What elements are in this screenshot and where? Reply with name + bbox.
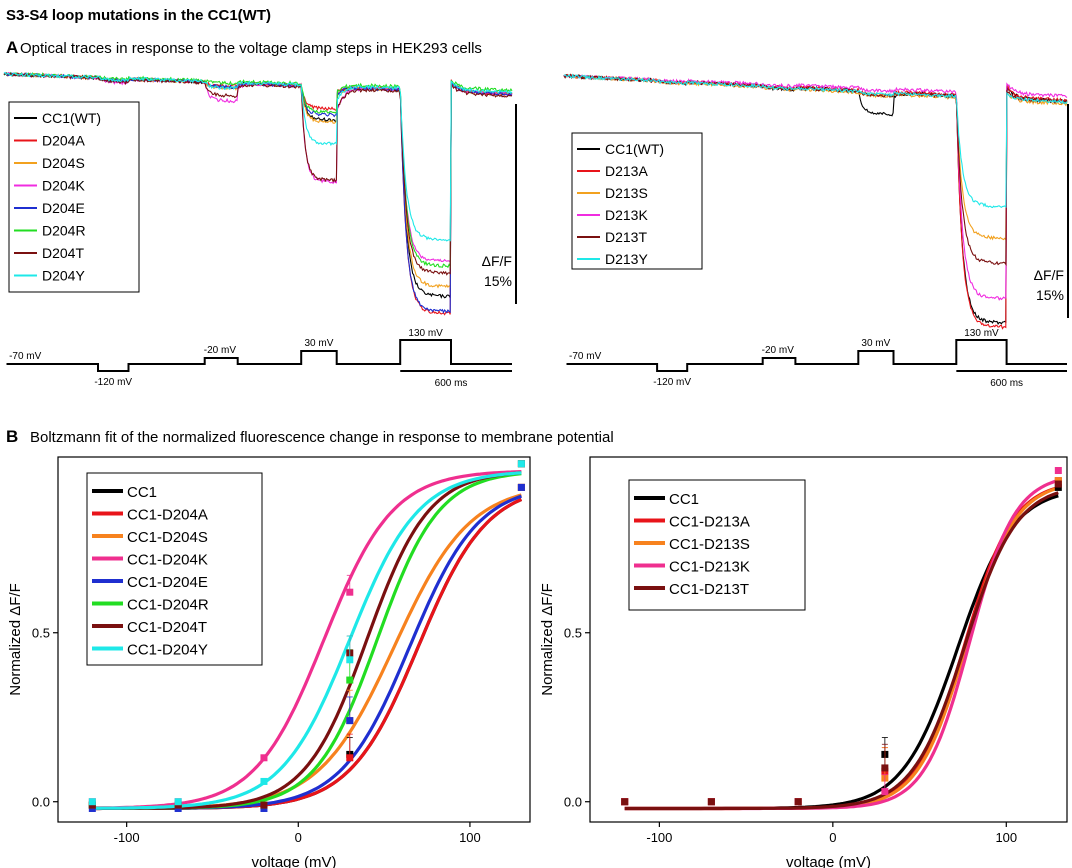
right-legend-label: CC1-D213A — [669, 514, 750, 531]
right-legend-label: CC1-D213T — [669, 581, 749, 598]
left-data-point — [517, 483, 525, 491]
right-x-tick-label: 100 — [995, 830, 1017, 845]
right-x-tick-label: -100 — [646, 830, 672, 845]
right-y-axis-label: Normalized ΔF/F — [539, 583, 556, 696]
left-x-tick-label: 0 — [295, 830, 302, 845]
panel-b-letter: B — [6, 427, 18, 446]
left-legend-label: D204K — [42, 178, 85, 194]
right-data-point — [707, 798, 715, 806]
panel-a-caption: Optical traces in response to the voltag… — [20, 40, 482, 57]
optical-traces-right: CC1(WT) D213A D213S D213K D213T D213Y ΔF/F 15% -… — [563, 73, 1069, 389]
left-x-tick-label: 100 — [459, 830, 481, 845]
left-legend-box — [86, 472, 263, 666]
left-data-point — [346, 717, 354, 725]
left-legend-label: CC1 — [127, 484, 157, 501]
right-y-tick-label: 0.0 — [564, 795, 582, 810]
right-data-point — [1054, 467, 1062, 475]
right-trace-d213y — [563, 73, 1068, 209]
right-legend-label: D213K — [605, 207, 648, 223]
left-legend-label: D204Y — [42, 268, 85, 284]
left-x-tick-label: -100 — [114, 830, 140, 845]
right-data-point — [881, 788, 889, 796]
right-plot-frame — [589, 456, 1068, 823]
left-legend-label: CC1-D204R — [127, 597, 209, 614]
right-scale-label-top: ΔF/F — [1034, 267, 1064, 283]
left-y-tick-label: 0.5 — [32, 626, 50, 641]
right-protocol-label: -70 mV — [569, 351, 602, 362]
right-protocol-label: -120 mV — [653, 377, 691, 388]
left-legend-label: D204S — [42, 155, 85, 171]
left-legend-label: CC1(WT) — [42, 110, 101, 126]
right-legend-label: CC1-D213S — [669, 536, 750, 553]
right-data-point — [881, 764, 889, 772]
right-voltage-protocol — [566, 339, 1067, 372]
left-protocol-label: 130 mV — [408, 328, 443, 339]
left-protocol-label: -70 mV — [9, 351, 42, 362]
right-x-axis-label: voltage (mV) — [786, 854, 871, 868]
right-y-tick-label: 0.5 — [564, 626, 582, 641]
left-fit-curve-cc1-d204y — [92, 471, 522, 810]
right-data-point — [1054, 480, 1062, 488]
left-scale-label-bottom: 15% — [484, 273, 512, 289]
figure-title: S3-S4 loop mutations in the CC1(WT) — [6, 7, 271, 24]
right-protocol-label: 130 mV — [964, 328, 999, 339]
left-legend-label: D204E — [42, 200, 85, 216]
right-time-scale-label: 600 ms — [990, 378, 1023, 389]
right-legend-label: CC1(WT) — [605, 141, 664, 157]
left-protocol-label: -120 mV — [94, 377, 132, 388]
left-voltage-protocol — [6, 339, 512, 372]
left-data-point — [517, 460, 525, 468]
left-x-axis-label: voltage (mV) — [251, 854, 336, 868]
boltzmann-chart-right: -100 0 100 0.0 0.5 voltage (mV) Normalized ΔF/… — [539, 456, 1068, 868]
left-data-point — [260, 801, 268, 809]
right-data-point — [794, 798, 802, 806]
left-legend-label: D204A — [42, 133, 85, 149]
right-protocol-label: 30 mV — [861, 338, 890, 349]
left-legend-label: CC1-D204S — [127, 529, 208, 546]
right-legend-label: CC1 — [669, 491, 699, 508]
right-legend-label: D213S — [605, 185, 648, 201]
right-legend-label: D213T — [605, 229, 647, 245]
left-data-point — [346, 676, 354, 684]
right-protocol-label: -20 mV — [762, 345, 795, 356]
right-legend-label: D213Y — [605, 251, 648, 267]
left-data-point — [346, 588, 354, 596]
left-protocol-label: 30 mV — [305, 338, 334, 349]
left-legend-label: CC1-D204K — [127, 552, 208, 569]
boltzmann-chart-left: -100 0 100 0.0 0.5 voltage (mV) Normalized ΔF/… — [7, 456, 531, 868]
left-data-point — [174, 798, 182, 806]
left-data-point — [260, 754, 268, 762]
left-legend-label: D204R — [42, 223, 86, 239]
left-protocol-label: -20 mV — [204, 345, 237, 356]
left-time-scale-label: 600 ms — [435, 378, 468, 389]
optical-traces-left: CC1(WT) D204A D204S D204K D204E D204R D204T D20… — [3, 71, 517, 389]
right-legend-box — [571, 132, 703, 270]
left-fit-curve-cc1-d204k — [92, 470, 522, 810]
right-data-point — [621, 798, 629, 806]
left-data-point — [346, 754, 354, 762]
panel-a-letter: A — [6, 38, 18, 57]
left-data-point — [346, 656, 354, 664]
right-scale-label-bottom: 15% — [1036, 287, 1064, 303]
left-legend-label: D204T — [42, 245, 84, 261]
left-legend-label: CC1-D204A — [127, 507, 208, 524]
left-legend-box — [8, 101, 140, 293]
right-fit-curve-cc1-d213t — [624, 491, 1059, 811]
right-legend-label: D213A — [605, 163, 648, 179]
left-legend-label: CC1-D204T — [127, 619, 207, 636]
left-scale-label-top: ΔF/F — [482, 253, 512, 269]
left-y-axis-label: Normalized ΔF/F — [7, 583, 24, 696]
panel-b-caption: Boltzmann fit of the normalized fluoresc… — [30, 429, 614, 446]
left-plot-frame — [57, 456, 531, 823]
left-trace-d204y — [3, 71, 513, 242]
left-legend-label: CC1-D204Y — [127, 642, 208, 659]
left-data-point — [260, 777, 268, 785]
left-legend-label: CC1-D204E — [127, 574, 208, 591]
right-legend-label: CC1-D213K — [669, 559, 750, 576]
left-y-tick-label: 0.0 — [32, 795, 50, 810]
left-data-point — [88, 798, 96, 806]
right-x-tick-label: 0 — [829, 830, 836, 845]
